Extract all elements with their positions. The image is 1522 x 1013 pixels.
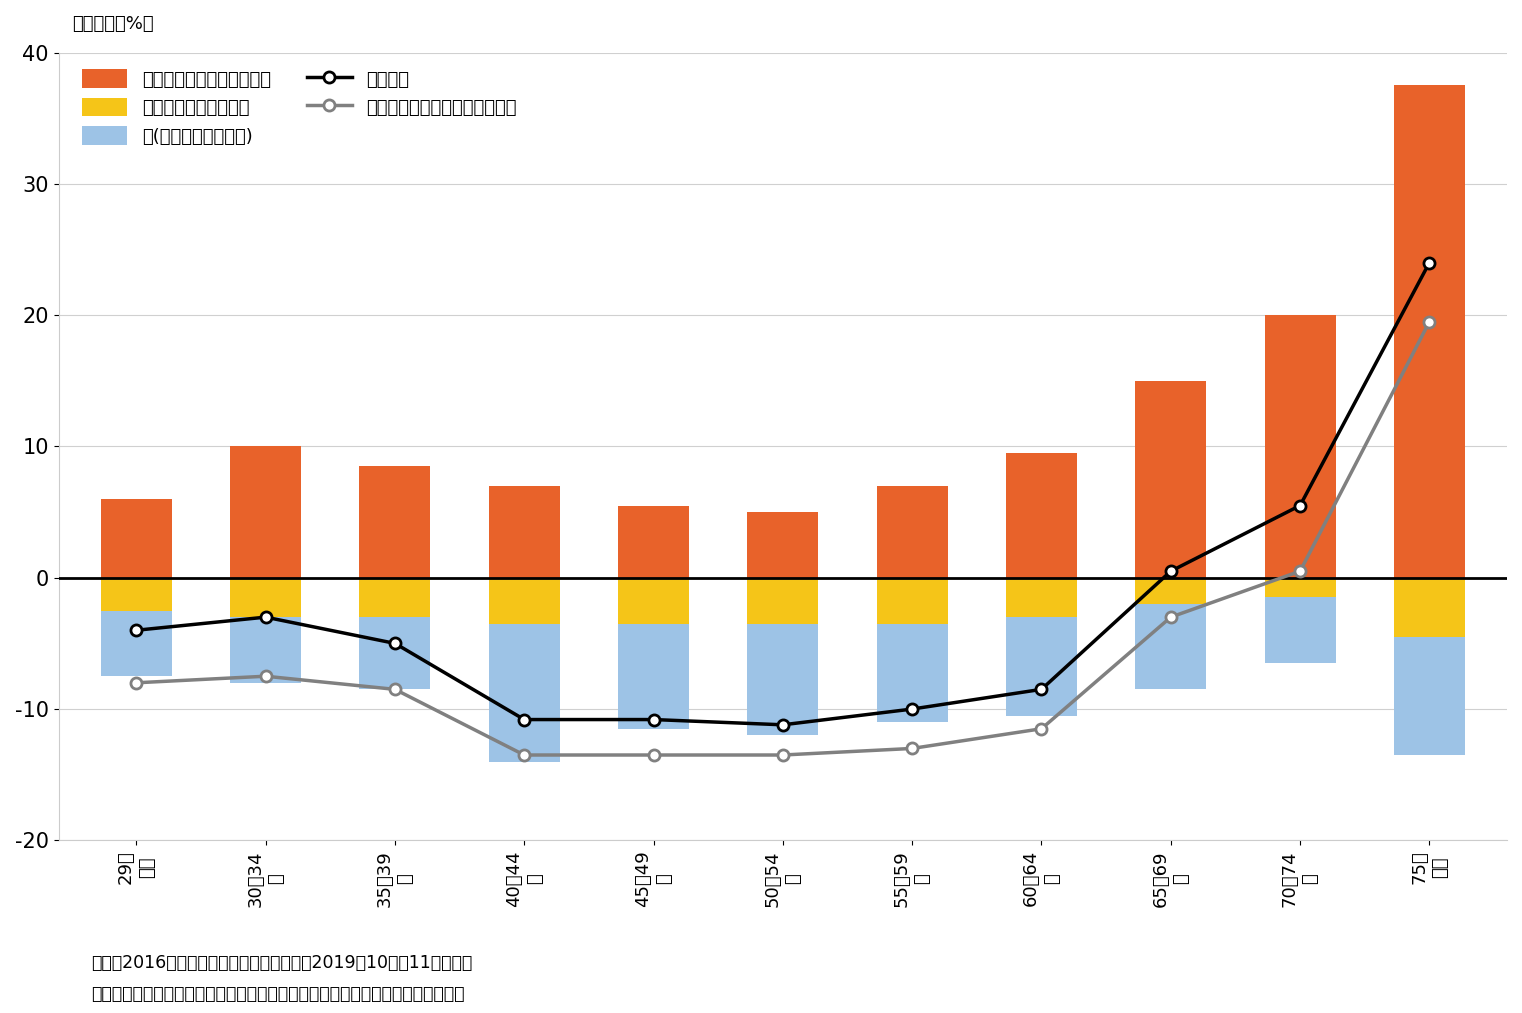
Bar	[618, 505, 689, 577]
Bar	[1135, 604, 1207, 690]
Text: （所得比、%）: （所得比、%）	[72, 15, 154, 32]
Bar	[1006, 617, 1078, 715]
Bar	[359, 577, 431, 617]
Bar	[489, 486, 560, 577]
Bar	[1135, 381, 1207, 577]
Bar	[1006, 453, 1078, 577]
Bar	[1394, 85, 1466, 577]
Bar	[877, 624, 948, 722]
Bar	[1265, 315, 1336, 577]
Bar	[1006, 577, 1078, 617]
Bar	[100, 499, 172, 577]
Bar	[489, 577, 560, 624]
Bar	[359, 617, 431, 690]
Bar	[489, 624, 560, 762]
Text: （注）2016年時点。ただし、消費税負担は2019年10月、11月のもの: （注）2016年時点。ただし、消費税負担は2019年10月、11月のもの	[91, 954, 472, 972]
Bar	[747, 513, 819, 577]
Bar	[877, 486, 948, 577]
Bar	[1265, 577, 1336, 598]
Bar	[230, 447, 301, 577]
Text: （出所）厚生労働省「所得再分配調査」、総務省「全国家計構造調査」より作成: （出所）厚生労働省「所得再分配調査」、総務省「全国家計構造調査」より作成	[91, 985, 464, 1003]
Bar	[100, 611, 172, 677]
Bar	[1394, 637, 1466, 755]
Legend: 年金を除く社会保障給付額, 年金を除く社会保険料, 税(消費税を含まない), 純給付額, （参考）消費税を考慮した場合: 年金を除く社会保障給付額, 年金を除く社会保険料, 税(消費税を含まない), 純…	[82, 70, 517, 146]
Bar	[747, 577, 819, 624]
Bar	[100, 577, 172, 611]
Bar	[230, 577, 301, 617]
Bar	[1265, 598, 1336, 664]
Bar	[359, 466, 431, 577]
Bar	[1135, 577, 1207, 604]
Bar	[230, 617, 301, 683]
Bar	[1394, 577, 1466, 637]
Bar	[618, 624, 689, 728]
Bar	[877, 577, 948, 624]
Bar	[747, 624, 819, 735]
Bar	[618, 577, 689, 624]
